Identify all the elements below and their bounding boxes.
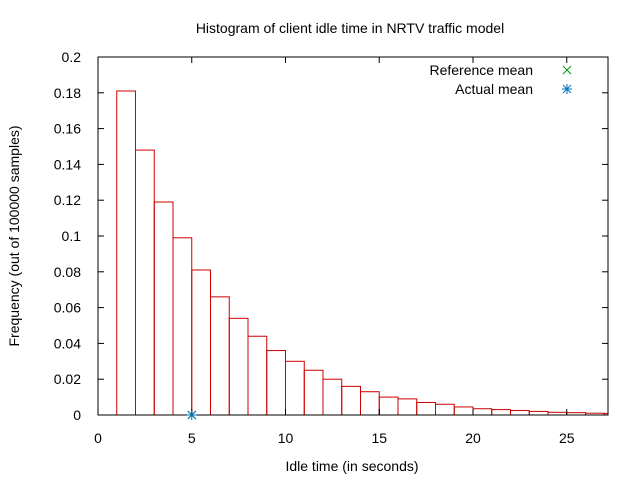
histogram-bar	[135, 149, 155, 416]
legend-label: Actual mean	[455, 81, 533, 97]
legend-marker	[562, 84, 572, 94]
x-tick-label: 15	[371, 430, 387, 446]
y-tick-label: 0.1	[62, 228, 82, 244]
histogram-bar	[491, 409, 511, 416]
histogram-bar	[191, 269, 211, 416]
x-tick-label: 20	[465, 430, 481, 446]
y-tick-label: 0.08	[54, 264, 81, 280]
histogram-bar	[116, 90, 136, 416]
y-tick-label: 0.06	[54, 300, 81, 316]
histogram-bar	[228, 317, 249, 416]
x-axis-label: Idle time (in seconds)	[285, 458, 418, 474]
histogram-bar	[341, 385, 361, 416]
y-tick-label: 0.12	[54, 192, 81, 208]
histogram-bar	[172, 237, 193, 416]
legend-label: Reference mean	[429, 62, 533, 78]
legend-marker	[562, 65, 572, 75]
y-tick-label: 0.04	[54, 335, 81, 351]
histogram-bar	[247, 335, 268, 416]
histogram-bar	[528, 410, 549, 416]
legend: Reference mean Actual mean	[429, 62, 572, 97]
actual-mean-marker	[186, 410, 197, 420]
y-tick-label: 0	[73, 407, 81, 423]
y-tick-label: 0.14	[54, 156, 81, 172]
histogram-bar	[210, 296, 230, 416]
histogram-bars	[116, 90, 609, 416]
histogram-bar	[453, 406, 474, 416]
histogram-bar	[266, 350, 286, 416]
histogram-bar	[303, 369, 324, 416]
plot-border	[97, 56, 609, 416]
plot-frame	[97, 56, 609, 416]
y-tick-label: 0.02	[54, 371, 81, 387]
x-tick-label: 5	[188, 430, 196, 446]
x-axis-ticks: 0 5 10 15 20 25	[94, 57, 575, 446]
histogram-bar	[397, 398, 418, 416]
histogram-bar	[510, 410, 530, 416]
histogram-bar	[285, 360, 305, 416]
x-tick-label: 25	[559, 430, 575, 446]
y-tick-label: 0.2	[62, 49, 82, 65]
mean-markers	[186, 410, 197, 420]
y-tick-label: 0.18	[54, 85, 81, 101]
histogram-bar	[416, 401, 436, 416]
y-axis-label: Frequency (out of 100000 samples)	[6, 125, 22, 346]
histogram-bar	[322, 378, 343, 416]
marker-stroke	[562, 65, 572, 75]
histogram-bar	[435, 403, 455, 416]
histogram-bar	[472, 408, 493, 416]
histogram-bar	[360, 391, 380, 416]
histogram-bar	[153, 201, 174, 416]
x-tick-label: 0	[94, 430, 102, 446]
y-tick-label: 0.16	[54, 121, 81, 137]
histogram-bar	[378, 396, 399, 416]
x-tick-label: 10	[278, 430, 294, 446]
y-axis-ticks: 0 0.02 0.04 0.06 0.08 0.1 0.12 0.14 0.16 0.18 0.2	[54, 49, 608, 423]
chart-title: Histogram of client idle time in NRTV tr…	[196, 20, 504, 36]
